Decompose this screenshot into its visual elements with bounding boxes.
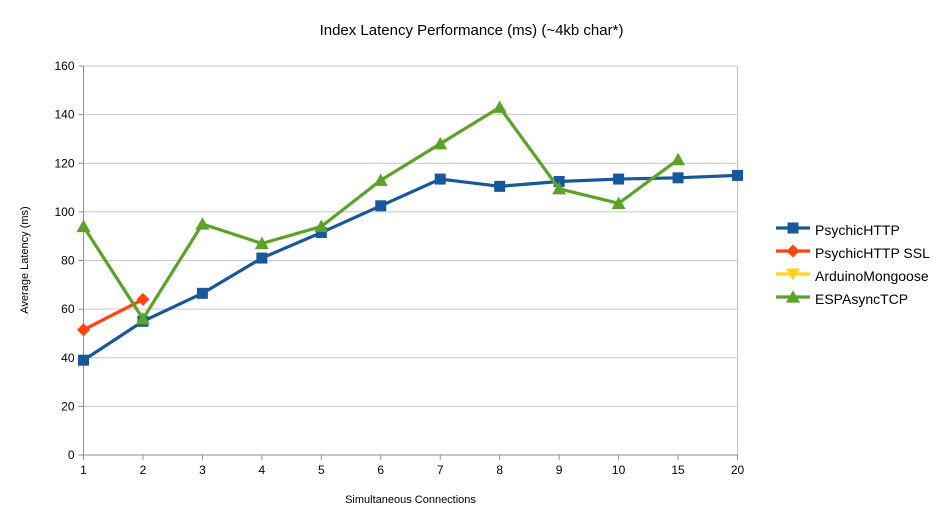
data-point xyxy=(494,180,506,192)
legend: PsychicHTTP PsychicHTTP SSL ArduinoMongo… xyxy=(776,221,930,308)
x-tick-label: 5 xyxy=(318,463,325,477)
data-point xyxy=(373,173,388,186)
legend-item-psychichttp: PsychicHTTP xyxy=(776,221,930,239)
line-triangle-down-marker-icon xyxy=(776,267,810,286)
data-point xyxy=(672,172,684,184)
data-point xyxy=(671,152,686,166)
y-tick-label: 100 xyxy=(54,205,74,219)
data-point xyxy=(78,354,89,366)
x-tick-label: 8 xyxy=(496,463,503,477)
data-point xyxy=(77,323,90,337)
data-point xyxy=(786,267,800,281)
data-point xyxy=(492,100,507,113)
y-tick-label: 120 xyxy=(54,156,74,170)
x-tick-label: 6 xyxy=(377,463,384,477)
legend-item-espasynctcp: ESPAsyncTCP xyxy=(776,289,930,309)
x-tick-label: 3 xyxy=(199,463,206,477)
y-tick-label: 40 xyxy=(61,351,75,365)
data-point xyxy=(787,222,799,233)
y-tick-label: 80 xyxy=(61,254,75,268)
x-tick-label: 7 xyxy=(437,463,444,477)
data-point xyxy=(611,196,626,209)
y-tick-label: 0 xyxy=(68,448,75,462)
data-point xyxy=(314,219,329,233)
data-point xyxy=(136,292,150,306)
x-tick-label: 2 xyxy=(140,463,147,477)
line-diamond-marker-icon xyxy=(776,244,810,263)
y-tick-label: 160 xyxy=(54,59,74,73)
data-point xyxy=(732,169,743,181)
data-point xyxy=(433,137,448,150)
x-axis-title: Simultaneous Connections xyxy=(345,494,476,506)
data-point xyxy=(553,175,565,187)
legend-item-arduinomongoose: ArduinoMongoose xyxy=(776,267,930,285)
legend-label: ESPAsyncTCP xyxy=(815,291,909,307)
legend-item-psychichttp-ssl: PsychicHTTP SSL xyxy=(776,244,930,262)
series-line xyxy=(81,173,740,362)
data-point xyxy=(613,173,625,185)
x-tick-label: 15 xyxy=(671,463,685,477)
legend-label: ArduinoMongoose xyxy=(815,268,929,284)
data-point xyxy=(434,173,446,185)
x-tick-label: 9 xyxy=(556,463,563,477)
data-point xyxy=(786,244,800,257)
data-point xyxy=(552,181,567,195)
y-tick-label: 20 xyxy=(61,399,75,413)
x-tick-label: 1 xyxy=(80,463,87,477)
data-point xyxy=(76,219,91,233)
data-point xyxy=(256,252,268,264)
y-tick-label: 60 xyxy=(61,302,75,316)
chart-title: Index Latency Performance (ms) (~4kb cha… xyxy=(319,22,624,39)
legend-label: PsychicHTTP SSL xyxy=(815,245,930,261)
data-point xyxy=(375,200,387,212)
legend-label: PsychicHTTP xyxy=(815,222,900,238)
series-line xyxy=(81,105,680,321)
line-triangle-up-marker-icon xyxy=(776,289,810,309)
data-point xyxy=(135,312,150,325)
data-point xyxy=(315,227,327,239)
x-tick-label: 4 xyxy=(259,463,266,477)
data-point xyxy=(254,236,269,250)
line-square-marker-icon xyxy=(776,221,810,240)
data-point xyxy=(195,217,210,230)
data-point xyxy=(196,287,208,299)
y-tick-label: 140 xyxy=(54,108,74,122)
x-tick-label: 20 xyxy=(731,463,745,477)
x-tick-label: 10 xyxy=(612,463,626,477)
data-point xyxy=(786,289,800,303)
